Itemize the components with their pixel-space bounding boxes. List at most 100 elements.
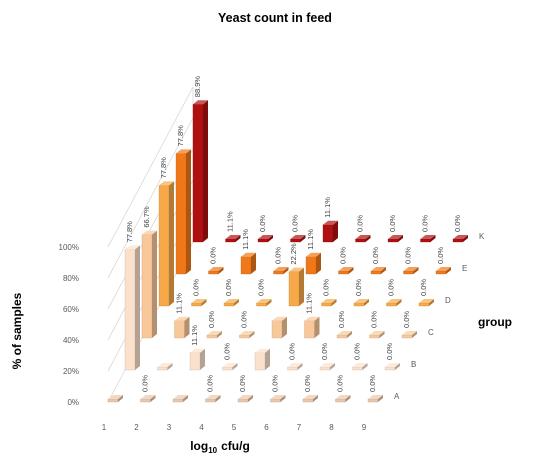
bar-A-8 xyxy=(335,395,351,403)
data-label: 0.0% xyxy=(271,375,280,392)
x-axis-title-unit: cfu/g xyxy=(221,439,250,453)
data-label: 0.0% xyxy=(192,279,201,296)
data-label: 0.0% xyxy=(404,247,413,264)
data-label: 0.0% xyxy=(353,343,362,360)
data-label: 22.2% xyxy=(289,243,298,265)
bar-K-9 xyxy=(452,235,468,243)
data-label: 66.7% xyxy=(142,206,151,228)
x-tick-label: 5 xyxy=(232,423,237,432)
x-tick-label: 3 xyxy=(167,423,172,432)
data-label: 0.0% xyxy=(320,343,329,360)
bar-E-5 xyxy=(305,252,321,275)
data-label: 0.0% xyxy=(387,279,396,296)
data-label: 0.0% xyxy=(240,311,249,328)
bar-B-2 xyxy=(157,363,173,371)
bar-C-7 xyxy=(336,331,352,339)
bar-B-8 xyxy=(352,363,368,371)
bar-A-9 xyxy=(367,395,383,403)
x-tick-label: 8 xyxy=(329,423,334,432)
series-label: K xyxy=(479,232,485,241)
bar-D-6 xyxy=(321,299,337,307)
data-label: 0.0% xyxy=(354,279,363,296)
bar-E-7 xyxy=(370,267,386,275)
bar-C-5 xyxy=(271,316,287,339)
bar-A-1 xyxy=(107,395,123,403)
data-label: 11.1% xyxy=(226,211,235,232)
bars-layer xyxy=(107,100,468,403)
series-label: E xyxy=(462,264,467,273)
series-labels-layer: K E D C B A xyxy=(394,232,485,401)
data-label: 0.0% xyxy=(209,247,218,264)
data-label: 11.1% xyxy=(305,293,314,314)
data-label: 0.0% xyxy=(419,279,428,296)
data-label: 0.0% xyxy=(238,375,247,392)
data-label: 0.0% xyxy=(274,247,283,264)
bar-B-7 xyxy=(319,363,335,371)
data-label: 0.0% xyxy=(388,215,397,232)
data-label: 0.0% xyxy=(368,375,377,392)
x-tick-label: 1 xyxy=(102,423,107,432)
data-label: 77.8% xyxy=(159,157,168,179)
bar-C-6 xyxy=(304,316,320,339)
series-label: D xyxy=(445,296,451,305)
y-gridline xyxy=(107,86,194,248)
bar-K-6 xyxy=(355,235,371,243)
bar-D-7 xyxy=(353,299,369,307)
chart-title: Yeast count in feed xyxy=(218,11,332,25)
y-tick-label: 40% xyxy=(63,336,79,345)
bar-E-2 xyxy=(208,267,224,275)
data-label: 0.0% xyxy=(223,343,232,360)
x-tick-label: 9 xyxy=(362,423,367,432)
bar-K-7 xyxy=(387,235,403,243)
bar-K-3 xyxy=(257,235,273,243)
y-tick-label: 100% xyxy=(59,243,79,252)
bar-K-2 xyxy=(225,235,241,243)
bar-A-4 xyxy=(205,395,221,403)
bar-B-6 xyxy=(287,363,303,371)
data-label: 0.0% xyxy=(141,375,150,392)
bar-D-3 xyxy=(223,299,239,307)
data-label: 11.1% xyxy=(175,293,184,314)
bar-A-5 xyxy=(237,395,253,403)
data-label: 0.0% xyxy=(207,311,216,328)
data-label: 0.0% xyxy=(288,343,297,360)
bar-B-3 xyxy=(189,348,205,371)
x-tick-label: 6 xyxy=(264,423,269,432)
bar-B-1 xyxy=(124,245,140,371)
series-label: B xyxy=(411,360,416,369)
bar-K-1 xyxy=(192,100,208,243)
bar-E-3 xyxy=(240,252,256,275)
data-label: 77.8% xyxy=(176,125,185,147)
y-tick-label: 80% xyxy=(63,274,79,283)
y-axis-title: % of samples xyxy=(10,292,24,369)
bar-K-4 xyxy=(290,235,306,243)
bar-D-1 xyxy=(158,181,174,307)
data-label: 0.0% xyxy=(291,215,300,232)
data-label: 77.8% xyxy=(125,221,134,243)
bar-A-7 xyxy=(302,395,318,403)
data-label: 0.0% xyxy=(385,343,394,360)
tick-labels-layer: 0% 20% 40% 60% 80% 100% 1 2 3 4 5 6 7 8 9 xyxy=(59,243,367,432)
bar-E-1 xyxy=(175,149,191,275)
bar-E-8 xyxy=(403,267,419,275)
data-label: 0.0% xyxy=(303,375,312,392)
bar-E-4 xyxy=(273,267,289,275)
data-label: 0.0% xyxy=(356,215,365,232)
bar-D-2 xyxy=(191,299,207,307)
x-axis-title-base: log xyxy=(190,439,208,453)
data-label: 0.0% xyxy=(258,215,267,232)
x-axis-title: log10 cfu/g xyxy=(190,439,250,455)
series-label: C xyxy=(428,328,434,337)
y-tick-label: 60% xyxy=(63,305,79,314)
data-labels-layer: 88.9% 11.1% 0.0% 0.0% 11.1% 0.0% 0.0% 0.0% 0.0% 7… xyxy=(125,76,462,392)
bar-A-6 xyxy=(270,395,286,403)
data-label: 11.1% xyxy=(190,325,199,346)
bar-D-8 xyxy=(386,299,402,307)
data-label: 0.0% xyxy=(224,279,233,296)
bar-A-2 xyxy=(140,395,156,403)
bar-C-4 xyxy=(239,331,255,339)
bar-C-3 xyxy=(206,331,222,339)
data-label: 0.0% xyxy=(370,311,379,328)
